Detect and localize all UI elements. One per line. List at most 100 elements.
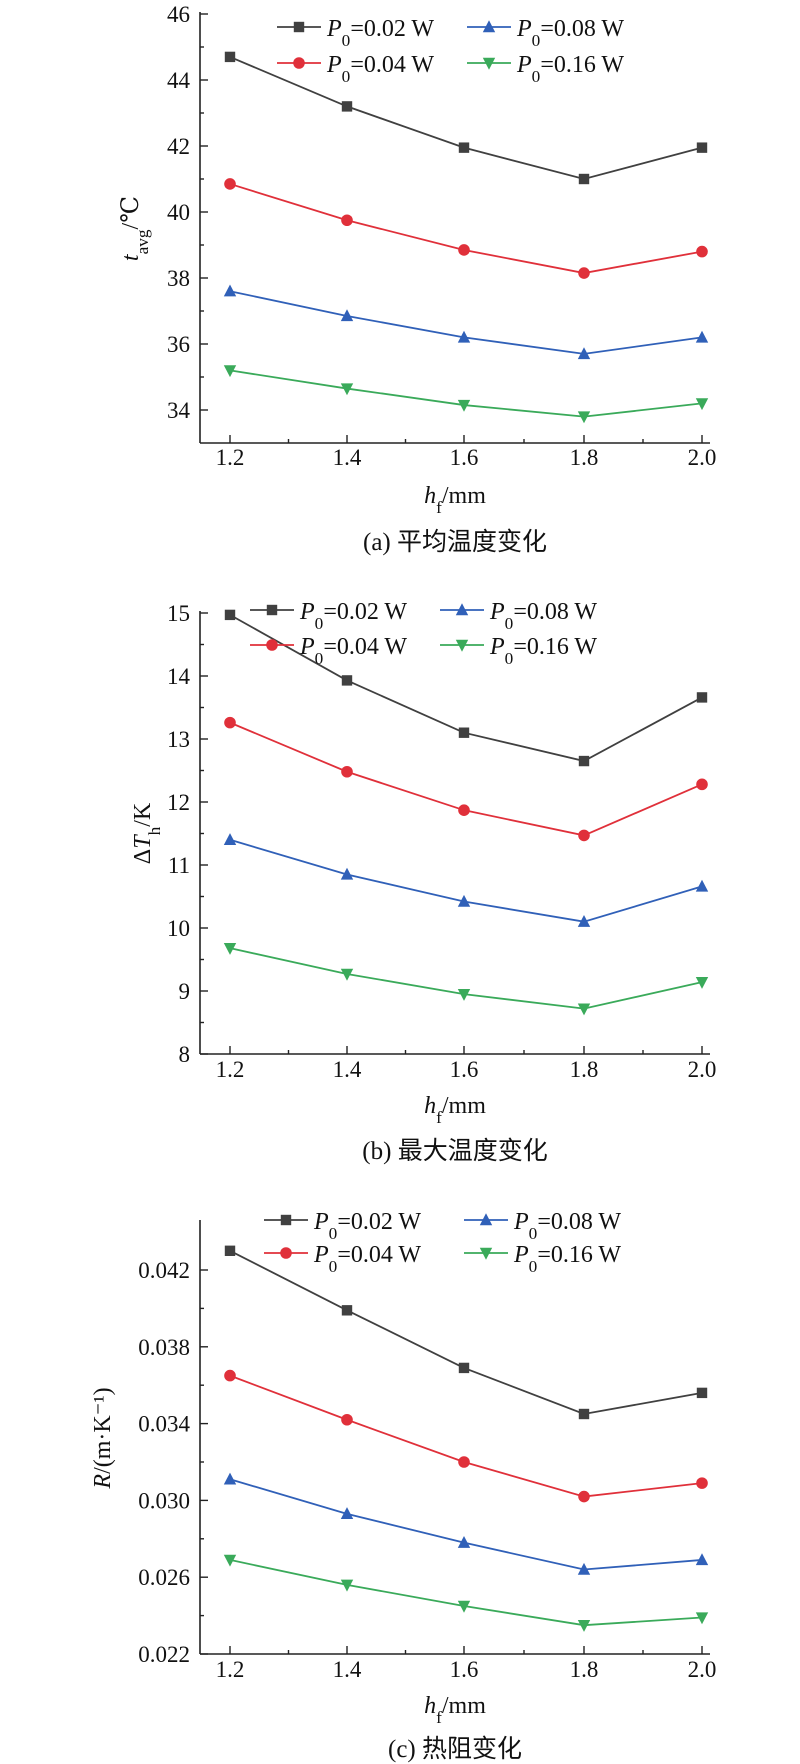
data-point [577,1620,591,1632]
legend-marker [455,639,469,652]
legend-label: P0=0.04 W [299,634,407,668]
data-point [457,988,471,1001]
legend-entry: P0=0.02 W [250,599,407,633]
y-tick-label: 0.026 [138,1565,190,1590]
legend-label: P0=0.16 W [489,634,597,668]
legend-entry: P0=0.08 W [464,1209,621,1243]
data-point [696,778,708,791]
legend-marker [293,57,305,69]
legend-entry: P0=0.08 W [467,16,624,50]
series-4 [223,1554,709,1632]
y-tick-label: 11 [168,853,190,878]
y-tick-label: 12 [167,790,190,815]
x-tick-label: 1.8 [570,1057,599,1082]
data-point [578,173,590,185]
data-point [695,1553,709,1566]
x-axis-title: hf/mm [424,1093,486,1127]
x-axis-title: hf/mm [424,483,486,517]
x-axis-title: hf/mm [424,1693,486,1727]
data-point [341,675,353,686]
series-3 [223,833,709,927]
series-line [229,183,703,274]
series-3 [223,1472,709,1575]
data-point [457,894,471,907]
legend-entry: P0=0.04 W [277,52,434,86]
data-point [457,399,471,412]
data-point [458,1456,470,1468]
data-point [341,214,353,227]
y-tick-label: 40 [167,200,190,225]
y-tick-label: 0.042 [138,1258,190,1283]
x-tick-label: 1.6 [450,1657,479,1682]
series-line [229,947,703,1010]
x-tick-label: 1.2 [216,1657,245,1682]
y-tick-label: 34 [167,398,191,423]
x-tick-label: 2.0 [688,445,717,470]
data-point [223,365,237,378]
x-tick-label: 1.4 [333,1057,362,1082]
data-point [696,1387,708,1399]
legend-label: P0=0.02 W [313,1209,421,1243]
data-point [578,267,590,279]
y-tick-label: 0.022 [138,1642,190,1667]
legend-entry: P0=0.02 W [264,1209,421,1243]
data-point [224,609,236,621]
data-point [457,1535,471,1548]
legend-entry: P0=0.02 W [277,16,434,50]
legend-entry: P0=0.04 W [264,1242,421,1276]
data-point [340,867,354,880]
x-tick-label: 1.2 [216,445,245,470]
series-1 [224,1245,708,1420]
legend-label: P0=0.08 W [516,16,624,50]
data-point [457,1600,471,1613]
series-line [229,56,703,180]
series-line [229,369,703,418]
chart-caption: (a) 平均温度变化 [363,528,547,556]
data-point [457,330,471,343]
y-tick-label: 38 [167,266,190,291]
legend-marker [293,21,305,33]
legend-label: P0=0.08 W [513,1209,621,1243]
legend-entry: P0=0.16 W [464,1242,621,1276]
legend-label: P0=0.16 W [513,1242,621,1276]
y-tick-label: 0.038 [138,1335,190,1360]
legend-marker [479,1247,493,1260]
x-tick-label: 1.4 [333,1657,362,1682]
y-tick-label: 15 [167,601,190,626]
x-tick-label: 2.0 [688,1057,717,1082]
y-tick-label: 44 [167,68,191,93]
y-tick-label: 10 [167,916,190,941]
data-point [223,1554,237,1567]
legend-marker [479,1213,493,1226]
legend-label: P0=0.04 W [326,52,434,86]
legend-label: P0=0.08 W [489,599,597,633]
data-point [577,1562,591,1575]
data-point [224,1245,236,1256]
data-point [696,1477,708,1489]
x-tick-label: 1.6 [450,1057,479,1082]
data-point [458,244,470,256]
legend-entry: P0=0.16 W [467,52,624,86]
data-point [577,411,591,424]
legend-marker [482,20,496,33]
series-line [229,1249,703,1415]
data-point [458,1362,470,1374]
series-2 [224,716,708,842]
data-point [458,142,470,153]
data-point [695,398,709,411]
legend-label: P0=0.04 W [313,1242,421,1276]
y-tick-label: 13 [167,727,190,752]
series-line [229,721,703,837]
y-tick-label: 36 [167,332,190,357]
series-1 [224,609,708,767]
series-line [229,838,703,923]
data-point [578,1408,590,1420]
x-tick-label: 1.2 [216,1057,245,1082]
series-line [229,1559,703,1627]
series-3 [223,284,709,360]
data-point [224,178,236,190]
y-tick-label: 0.030 [138,1488,190,1513]
y-tick-label: 0.034 [138,1412,190,1437]
